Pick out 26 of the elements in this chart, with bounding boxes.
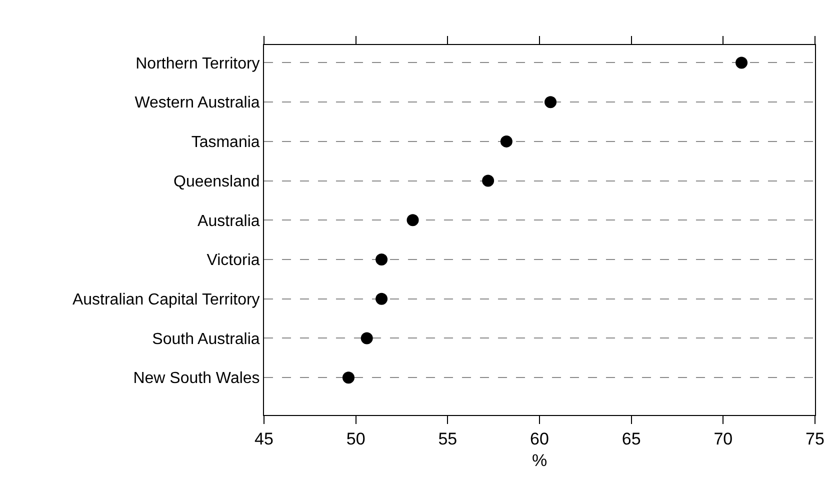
x-tick-label: 65 bbox=[622, 429, 641, 448]
x-axis-title: % bbox=[532, 450, 548, 470]
point bbox=[342, 372, 354, 384]
y-tick-label: Queensland bbox=[174, 173, 260, 190]
y-tick-label: South Australia bbox=[152, 330, 260, 348]
x-tick-label: 45 bbox=[254, 429, 274, 448]
y-tick-label: Tasmania bbox=[191, 134, 260, 152]
point bbox=[482, 174, 494, 187]
point bbox=[736, 56, 748, 69]
x-tick-label: 50 bbox=[346, 429, 366, 448]
y-tick-label: New South Wales bbox=[133, 370, 260, 388]
point bbox=[376, 292, 388, 305]
y-tick-label: Australian Capital Territory bbox=[72, 291, 260, 308]
y-tick-label: Victoria bbox=[206, 252, 260, 270]
x-tick-label: 60 bbox=[530, 429, 549, 448]
y-tick-label: Western Australia bbox=[134, 94, 260, 112]
y-tick-label: Australia bbox=[198, 212, 260, 230]
point bbox=[406, 214, 419, 226]
y-tick-label: Northern Territory bbox=[136, 55, 260, 72]
point bbox=[500, 135, 512, 148]
point bbox=[544, 96, 557, 108]
point bbox=[376, 254, 388, 266]
x-tick-label: 70 bbox=[714, 429, 733, 448]
x-tick-label: 75 bbox=[806, 429, 824, 448]
point bbox=[360, 332, 373, 344]
x-tick-label: 55 bbox=[438, 429, 458, 448]
